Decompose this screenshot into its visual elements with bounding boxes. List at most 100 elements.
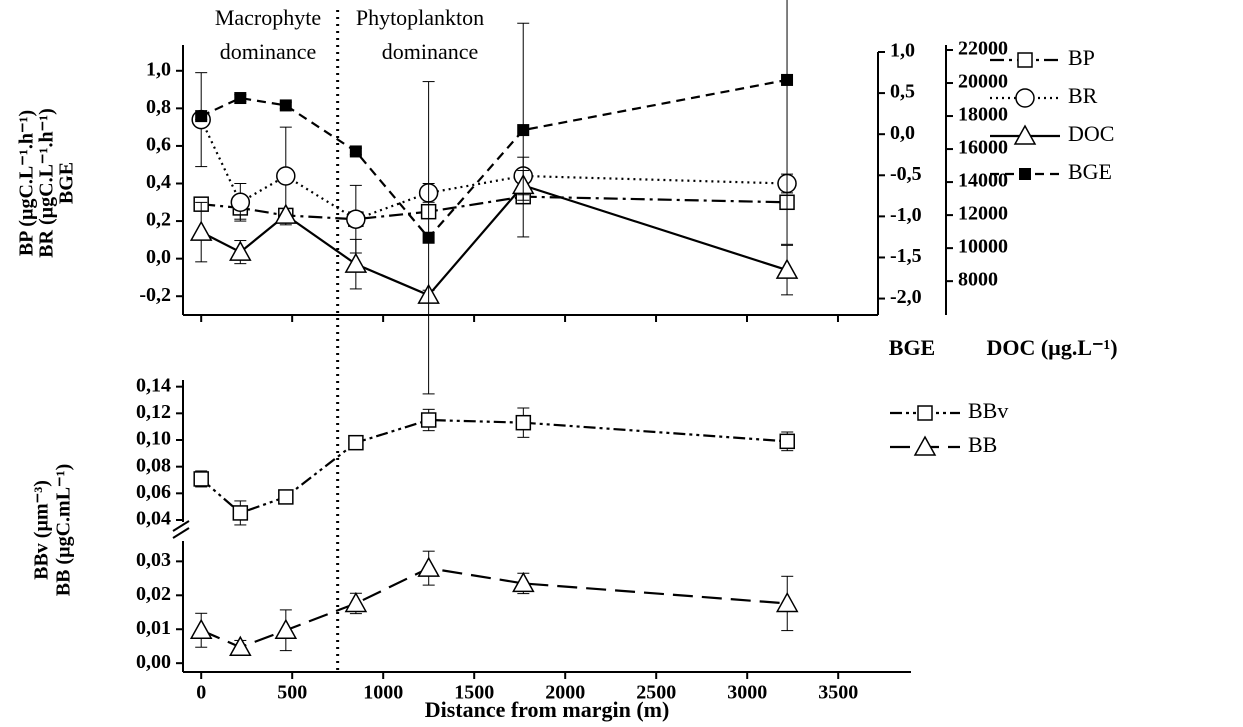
marker [276,166,296,186]
y-tick-label: 0,8 [146,96,171,118]
y-axis-label: BR (µgC.L⁻¹.h⁻¹) [36,108,58,258]
marker [232,505,249,521]
marker [417,556,440,577]
y2-axis-label: BGE [889,335,935,360]
legend-label: BB [968,432,997,457]
marker [189,220,213,241]
x-tick-label: 1500 [454,682,494,704]
y-tick-label: 0,08 [136,454,171,476]
marker [775,591,799,613]
x-tick-label: 0 [196,682,206,704]
x-tick-label: 2500 [636,682,676,704]
y-tick-label: 0,01 [136,617,171,639]
y-tick-label: 0,00 [136,651,171,673]
y-tick-label: 0,14 [136,374,171,396]
y-tick-label: 0,10 [136,428,171,450]
y-tick-label: 0,4 [146,171,171,193]
y-tick-label: 0,06 [136,481,171,503]
legend-marker [1017,52,1033,68]
marker [234,92,247,105]
y-axis-label: BBv (µm⁻³) [31,480,53,580]
marker [229,240,252,261]
x-tick-label: 1000 [363,682,403,704]
y-tick-label: 0,02 [136,583,171,605]
y-tick-label: 0,0 [146,246,171,268]
legend-entry: BGE [990,159,1112,184]
x-tick-label: 3000 [727,682,767,704]
legend-label: BBv [968,398,1008,423]
y-tick-label: -0,5 [890,163,922,185]
marker [278,489,294,505]
legend-marker [1013,124,1037,145]
marker [344,591,368,613]
marker [779,433,795,450]
marker [348,434,364,451]
y-tick-label: 0,2 [146,209,171,231]
marker [422,231,435,244]
legend-label: BGE [1068,159,1112,184]
x-tick-label: 2000 [545,682,585,704]
y-tick-label: 0,0 [890,122,915,144]
y-tick-label: 12000 [958,203,1008,225]
marker [420,412,437,428]
y-axis-label: BB (µgC.mL⁻¹) [53,464,75,597]
marker [349,145,362,158]
axis-break [172,520,190,532]
annotation: dominance [382,39,479,64]
marker [515,414,532,431]
marker [193,471,209,487]
x-tick-label: 3500 [818,682,858,704]
annotation: dominance [220,39,317,64]
x-tick-label: 500 [277,682,307,704]
y-tick-label: 1,0 [890,40,915,62]
legend-entry: DOC [990,121,1114,146]
annotation: Phytoplankton [356,5,484,30]
y-tick-label: 18000 [958,104,1008,126]
legend-marker [917,405,933,421]
y-tick-label: 0,6 [146,134,171,156]
y-tick-label: -0,2 [139,284,171,306]
marker [195,110,208,123]
legend-label: BR [1068,83,1098,108]
y-tick-label: 14000 [958,170,1008,192]
legend-marker [1015,88,1035,108]
y-axis-label: BP (µgC.L⁻¹.h⁻¹) [16,110,38,256]
marker [344,252,368,273]
y-tick-label: -2,0 [890,286,922,308]
y-tick-label: 20000 [958,71,1008,93]
axis-break [172,527,190,539]
y-tick-label: 0,12 [136,401,171,423]
marker [230,192,251,213]
y-tick-label: 16000 [958,137,1008,159]
legend-label: BP [1068,45,1095,70]
y-tick-label: -1,0 [890,204,922,226]
marker [274,618,298,640]
marker [775,258,799,279]
y-tick-label: -1,5 [890,245,922,267]
marker [346,209,366,229]
legend-entry: BR [990,83,1098,108]
y-tick-label: 0,03 [136,549,171,571]
legend-entry: BBv [890,398,1008,423]
marker [229,635,252,656]
y-tick-label: 1,0 [146,58,171,80]
legend-marker [913,435,937,456]
marker [781,73,794,86]
marker [274,203,298,224]
y-axis-label: BGE [56,162,78,204]
legend-label: DOC [1068,121,1114,146]
annotation: Macrophyte [215,5,321,30]
marker [517,124,530,137]
y-tick-label: 0,5 [890,81,915,103]
legend-entry: BB [890,432,997,457]
y-tick-label: 10000 [958,236,1008,258]
y-tick-label: 8000 [958,269,998,291]
marker [512,571,535,593]
legend-marker [1019,168,1031,180]
y-tick-label: 22000 [958,38,1008,60]
marker [189,618,213,640]
y3-axis-label: DOC (µg.L⁻¹) [986,335,1117,360]
marker [279,99,292,112]
series-line [200,184,788,297]
